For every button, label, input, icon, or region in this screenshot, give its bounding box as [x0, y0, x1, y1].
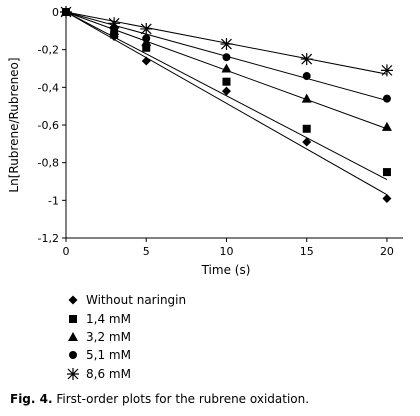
x-axis-label: Time (s) — [201, 263, 251, 277]
legend-marker-asterisk — [67, 367, 79, 380]
y-axis-label: Ln[Rubrene/Rubreneo] — [7, 57, 21, 192]
legend-marker-diamond — [68, 295, 78, 305]
fit-line-series-2 — [65, 11, 388, 181]
data-point — [60, 6, 72, 18]
x-tick-label: 15 — [300, 245, 314, 258]
figure-caption: Fig. 4. First-order plots for the rubren… — [10, 392, 309, 406]
legend-item: 5,1 mM — [66, 346, 186, 364]
legend-item: Without naringin — [66, 291, 186, 309]
data-point — [302, 124, 311, 133]
data-point — [382, 168, 391, 177]
x-tick-label: 20 — [380, 245, 394, 258]
legend-label: 8,6 mM — [86, 366, 131, 381]
caption-text: First-order plots for the rubrene oxidat… — [52, 392, 310, 406]
y-tick-label: -1 — [48, 194, 59, 207]
data-point — [302, 137, 312, 147]
data-point — [142, 34, 151, 43]
data-point — [140, 22, 153, 35]
legend-item: 1,4 mM — [66, 309, 186, 327]
legend-marker-shape — [68, 295, 78, 305]
legend-item: 8,6 mM — [66, 365, 186, 383]
legend-label: 1,4 mM — [86, 311, 131, 326]
y-tick-label: -0,2 — [38, 44, 59, 57]
series-5 — [60, 6, 393, 77]
y-tick-label: -0,8 — [38, 157, 59, 170]
legend-marker-shape — [69, 351, 77, 360]
y-tick-label: -0,4 — [38, 81, 59, 94]
data-point — [221, 86, 231, 96]
data-point — [382, 193, 392, 203]
plot-area: 0 -0,2 -0,4 -0,6 -0,8 -1 -1,2 0 5 10 15 20 — [38, 6, 403, 258]
data-point — [380, 64, 393, 77]
legend-marker-circle — [69, 351, 77, 360]
y-tick-label: -0,6 — [38, 119, 59, 132]
y-tick-label: -1,2 — [38, 232, 59, 245]
x-tick-label: 0 — [63, 245, 70, 258]
legend-marker-shape — [68, 331, 78, 341]
legend-marker-square — [69, 314, 77, 323]
legend-marker-triangle — [68, 331, 78, 341]
legend-label: 3,2 mM — [86, 329, 131, 344]
data-point — [222, 53, 231, 62]
data-point — [382, 94, 391, 103]
legend-marker-shape — [69, 314, 77, 323]
data-point — [221, 63, 232, 73]
fit-line-series-1 — [65, 11, 388, 196]
data-point — [302, 72, 311, 81]
data-point — [222, 77, 231, 86]
data-point — [141, 56, 151, 66]
y-tick-label: 0 — [52, 6, 59, 19]
legend-marker-shape — [67, 367, 79, 380]
x-tick-label: 5 — [143, 245, 150, 258]
data-point — [108, 17, 121, 30]
x-tick-label: 10 — [219, 245, 233, 258]
legend: Without naringin 1,4 mM 3,2 mM 5,1 mM 8,6 mM — [66, 291, 186, 383]
data-point — [300, 53, 313, 66]
data-point — [301, 93, 312, 103]
data-point — [220, 38, 233, 51]
legend-item: 3,2 mM — [66, 328, 186, 346]
caption-label: Fig. 4. — [10, 392, 53, 406]
legend-label: Without naringin — [86, 293, 187, 308]
data-point — [142, 43, 151, 52]
legend-label: 5,1 mM — [86, 348, 131, 363]
data-point — [381, 121, 392, 131]
